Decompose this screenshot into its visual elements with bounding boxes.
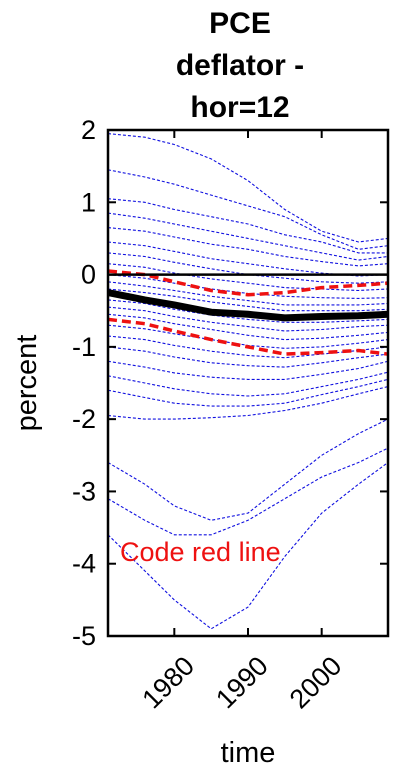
draw-line-4 — [108, 212, 388, 261]
chart-title-line-1: PCE — [209, 7, 271, 40]
band-lower-line — [108, 317, 388, 356]
y-tick-label: -2 — [72, 404, 96, 434]
draw-line-11 — [108, 288, 388, 312]
x-axis-label: time — [221, 737, 276, 769]
band-upper-line — [108, 269, 388, 297]
draw-line-15 — [108, 324, 388, 349]
draw-line-20 — [108, 378, 388, 407]
y-tick-label: 1 — [81, 187, 96, 217]
y-tick-label: -1 — [72, 332, 96, 362]
draw-line-13 — [108, 306, 388, 332]
y-axis: 2 1 0 -1 -2 -3 -4 -5 — [72, 115, 388, 651]
draw-line-21 — [108, 386, 388, 420]
draw-line-14 — [108, 313, 388, 341]
draw-line-5 — [108, 227, 388, 267]
draw-line-17 — [108, 346, 388, 368]
draw-line-24 — [108, 462, 388, 630]
x-axis: 1980 1990 2000 — [136, 130, 348, 715]
draw-line-19 — [108, 371, 388, 397]
median-line — [108, 289, 388, 322]
x-tick-label: 1980 — [136, 651, 200, 715]
draw-line-12 — [108, 299, 388, 323]
draw-line-10 — [108, 281, 388, 306]
plot-area — [108, 133, 388, 630]
y-tick-label: 2 — [81, 115, 96, 145]
x-tick-label: 2000 — [284, 651, 348, 715]
draw-line-3 — [108, 198, 388, 254]
draw-line-8 — [108, 263, 388, 292]
draw-line-22 — [108, 418, 388, 521]
y-tick-label: -5 — [72, 621, 96, 651]
chart-title: PCE deflator - hor=12 — [176, 7, 304, 124]
draw-line-2 — [108, 169, 388, 250]
y-tick-label: -4 — [72, 549, 96, 579]
chart-title-line-2: deflator - — [176, 49, 304, 82]
y-tick-label: -3 — [72, 476, 96, 506]
draw-line-6 — [108, 241, 388, 277]
draw-line-18 — [108, 360, 388, 380]
draw-line-23 — [108, 447, 388, 536]
draw-line-1 — [108, 133, 388, 243]
y-tick-label: 0 — [81, 260, 96, 290]
annotation-code-red-line: Code red line — [120, 537, 281, 567]
y-axis-label: percent — [11, 335, 43, 432]
chart-title-line-3: hor=12 — [190, 91, 289, 124]
x-tick-label: 1990 — [210, 651, 274, 715]
